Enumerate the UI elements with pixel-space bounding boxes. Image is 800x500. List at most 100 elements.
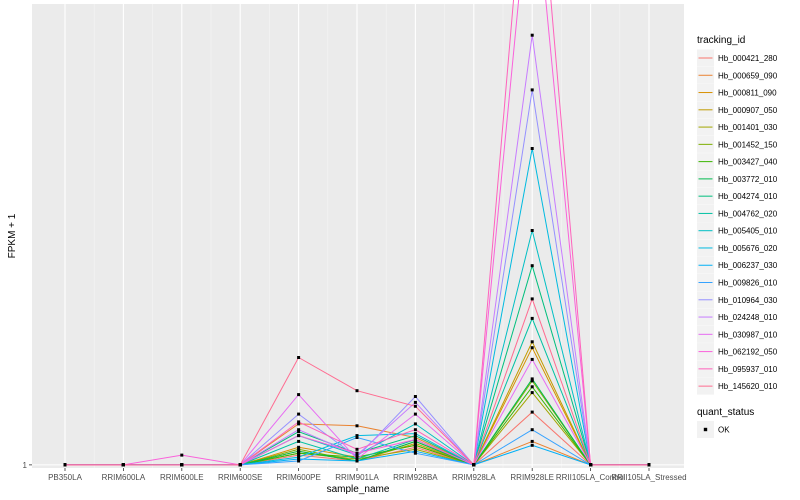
- data-point: [413, 434, 417, 438]
- x-tick-label: RRIM600PE: [276, 473, 320, 482]
- plot-panel: [32, 4, 684, 468]
- data-point: [413, 404, 417, 408]
- data-point: [413, 432, 417, 436]
- data-point: [355, 447, 359, 451]
- quant-status-legend-title: quant_status: [697, 407, 754, 418]
- legend-label: Hb_010964_030: [718, 296, 778, 305]
- data-point: [297, 457, 301, 461]
- data-point: [355, 455, 359, 459]
- x-axis-ticks: PB350LA RRIM600LA RRIM600LE RRIM600SE RRIM60…: [48, 468, 687, 482]
- data-point: [413, 447, 417, 451]
- legend-label: Hb_004762_020: [718, 209, 778, 218]
- data-point: [530, 147, 534, 150]
- legend-label: Hb_003772_010: [718, 175, 778, 184]
- legend-label: Hb_024248_010: [718, 313, 778, 322]
- data-point: [297, 434, 301, 438]
- data-point: [530, 346, 534, 350]
- x-tick-label: RRII105LA_Control: [556, 473, 626, 482]
- legend-items: Hb_000421_280 Hb_000659_090 Hb_000811_090 H…: [697, 49, 778, 395]
- x-axis-title: sample_name: [327, 484, 390, 495]
- data-point: [413, 449, 417, 453]
- x-tick-label: RRII105LA_Stressed: [611, 473, 686, 482]
- data-point: [413, 441, 417, 445]
- data-point: [297, 453, 301, 457]
- legend-label: Hb_000421_280: [718, 54, 778, 63]
- quant-status-label: OK: [718, 426, 730, 435]
- data-point: [530, 379, 534, 383]
- legend: tracking_id Hb_000421_280Hb_000659_090Hb…: [697, 35, 778, 438]
- data-point: [180, 463, 184, 467]
- data-point: [530, 340, 534, 344]
- data-point: [530, 391, 534, 395]
- data-point: [180, 453, 184, 457]
- y-axis-ticks: 1: [23, 461, 32, 470]
- data-point: [413, 439, 417, 443]
- data-point: [413, 443, 417, 447]
- data-point: [413, 422, 417, 426]
- data-point: [530, 439, 534, 443]
- y-axis-title: FPKM + 1: [7, 213, 18, 258]
- legend-label: Hb_000811_090: [718, 89, 777, 98]
- x-tick-label: PB350LA: [48, 473, 82, 482]
- legend-label: Hb_009826_010: [718, 279, 778, 288]
- data-point: [297, 393, 301, 397]
- quant-status-point-icon: [703, 427, 708, 432]
- data-point: [297, 422, 301, 426]
- data-point: [297, 451, 301, 455]
- data-point: [297, 420, 301, 424]
- data-point: [297, 449, 301, 453]
- data-point: [355, 457, 359, 461]
- data-point: [297, 412, 301, 416]
- x-tick-label: RRIM600SE: [218, 473, 262, 482]
- x-tick-label: RRIM901LA: [335, 473, 379, 482]
- data-point: [589, 463, 593, 467]
- data-point: [530, 377, 534, 381]
- data-point: [647, 463, 651, 467]
- legend-label: Hb_001401_030: [718, 123, 778, 132]
- grid: [32, 4, 684, 468]
- data-point: [355, 436, 359, 439]
- legend-label: Hb_000659_090: [718, 71, 778, 80]
- data-point: [297, 447, 301, 451]
- data-point: [413, 400, 417, 404]
- data-point: [297, 439, 301, 443]
- x-tick-label: RRIM928LE: [510, 473, 554, 482]
- data-point: [297, 428, 301, 432]
- data-point: [413, 428, 417, 432]
- data-point: [413, 438, 417, 441]
- series-points: [63, 33, 651, 467]
- legend-label: Hb_005405_010: [718, 227, 778, 236]
- data-point: [355, 459, 359, 463]
- data-point: [297, 459, 301, 463]
- data-point: [530, 428, 534, 432]
- data-point: [238, 463, 242, 467]
- x-tick-label: RRIM928BA: [393, 473, 438, 482]
- data-point: [530, 88, 534, 92]
- data-point: [297, 445, 301, 449]
- data-point: [413, 395, 417, 398]
- data-point: [63, 463, 67, 467]
- legend-label: Hb_095937_010: [718, 365, 778, 374]
- data-point: [297, 356, 301, 359]
- legend-label: Hb_003427_040: [718, 158, 778, 167]
- data-point: [530, 410, 534, 414]
- data-point: [355, 434, 359, 438]
- x-tick-label: RRIM600LE: [160, 473, 204, 482]
- y-tick-label: 1: [23, 461, 28, 470]
- x-tick-label: RRIM600LA: [102, 473, 146, 482]
- legend-label: Hb_030987_010: [718, 330, 778, 339]
- data-point: [413, 436, 417, 439]
- legend-label: Hb_005676_020: [718, 244, 778, 253]
- data-point: [530, 357, 534, 361]
- data-point: [530, 316, 534, 320]
- data-point: [472, 463, 476, 467]
- data-point: [121, 463, 125, 467]
- data-point: [413, 412, 417, 416]
- legend-title: tracking_id: [697, 35, 745, 46]
- data-point: [530, 264, 534, 268]
- data-point: [413, 451, 417, 455]
- x-tick-label: RRIM928LA: [452, 473, 496, 482]
- data-point: [355, 453, 359, 457]
- legend-label: Hb_000907_050: [718, 106, 778, 115]
